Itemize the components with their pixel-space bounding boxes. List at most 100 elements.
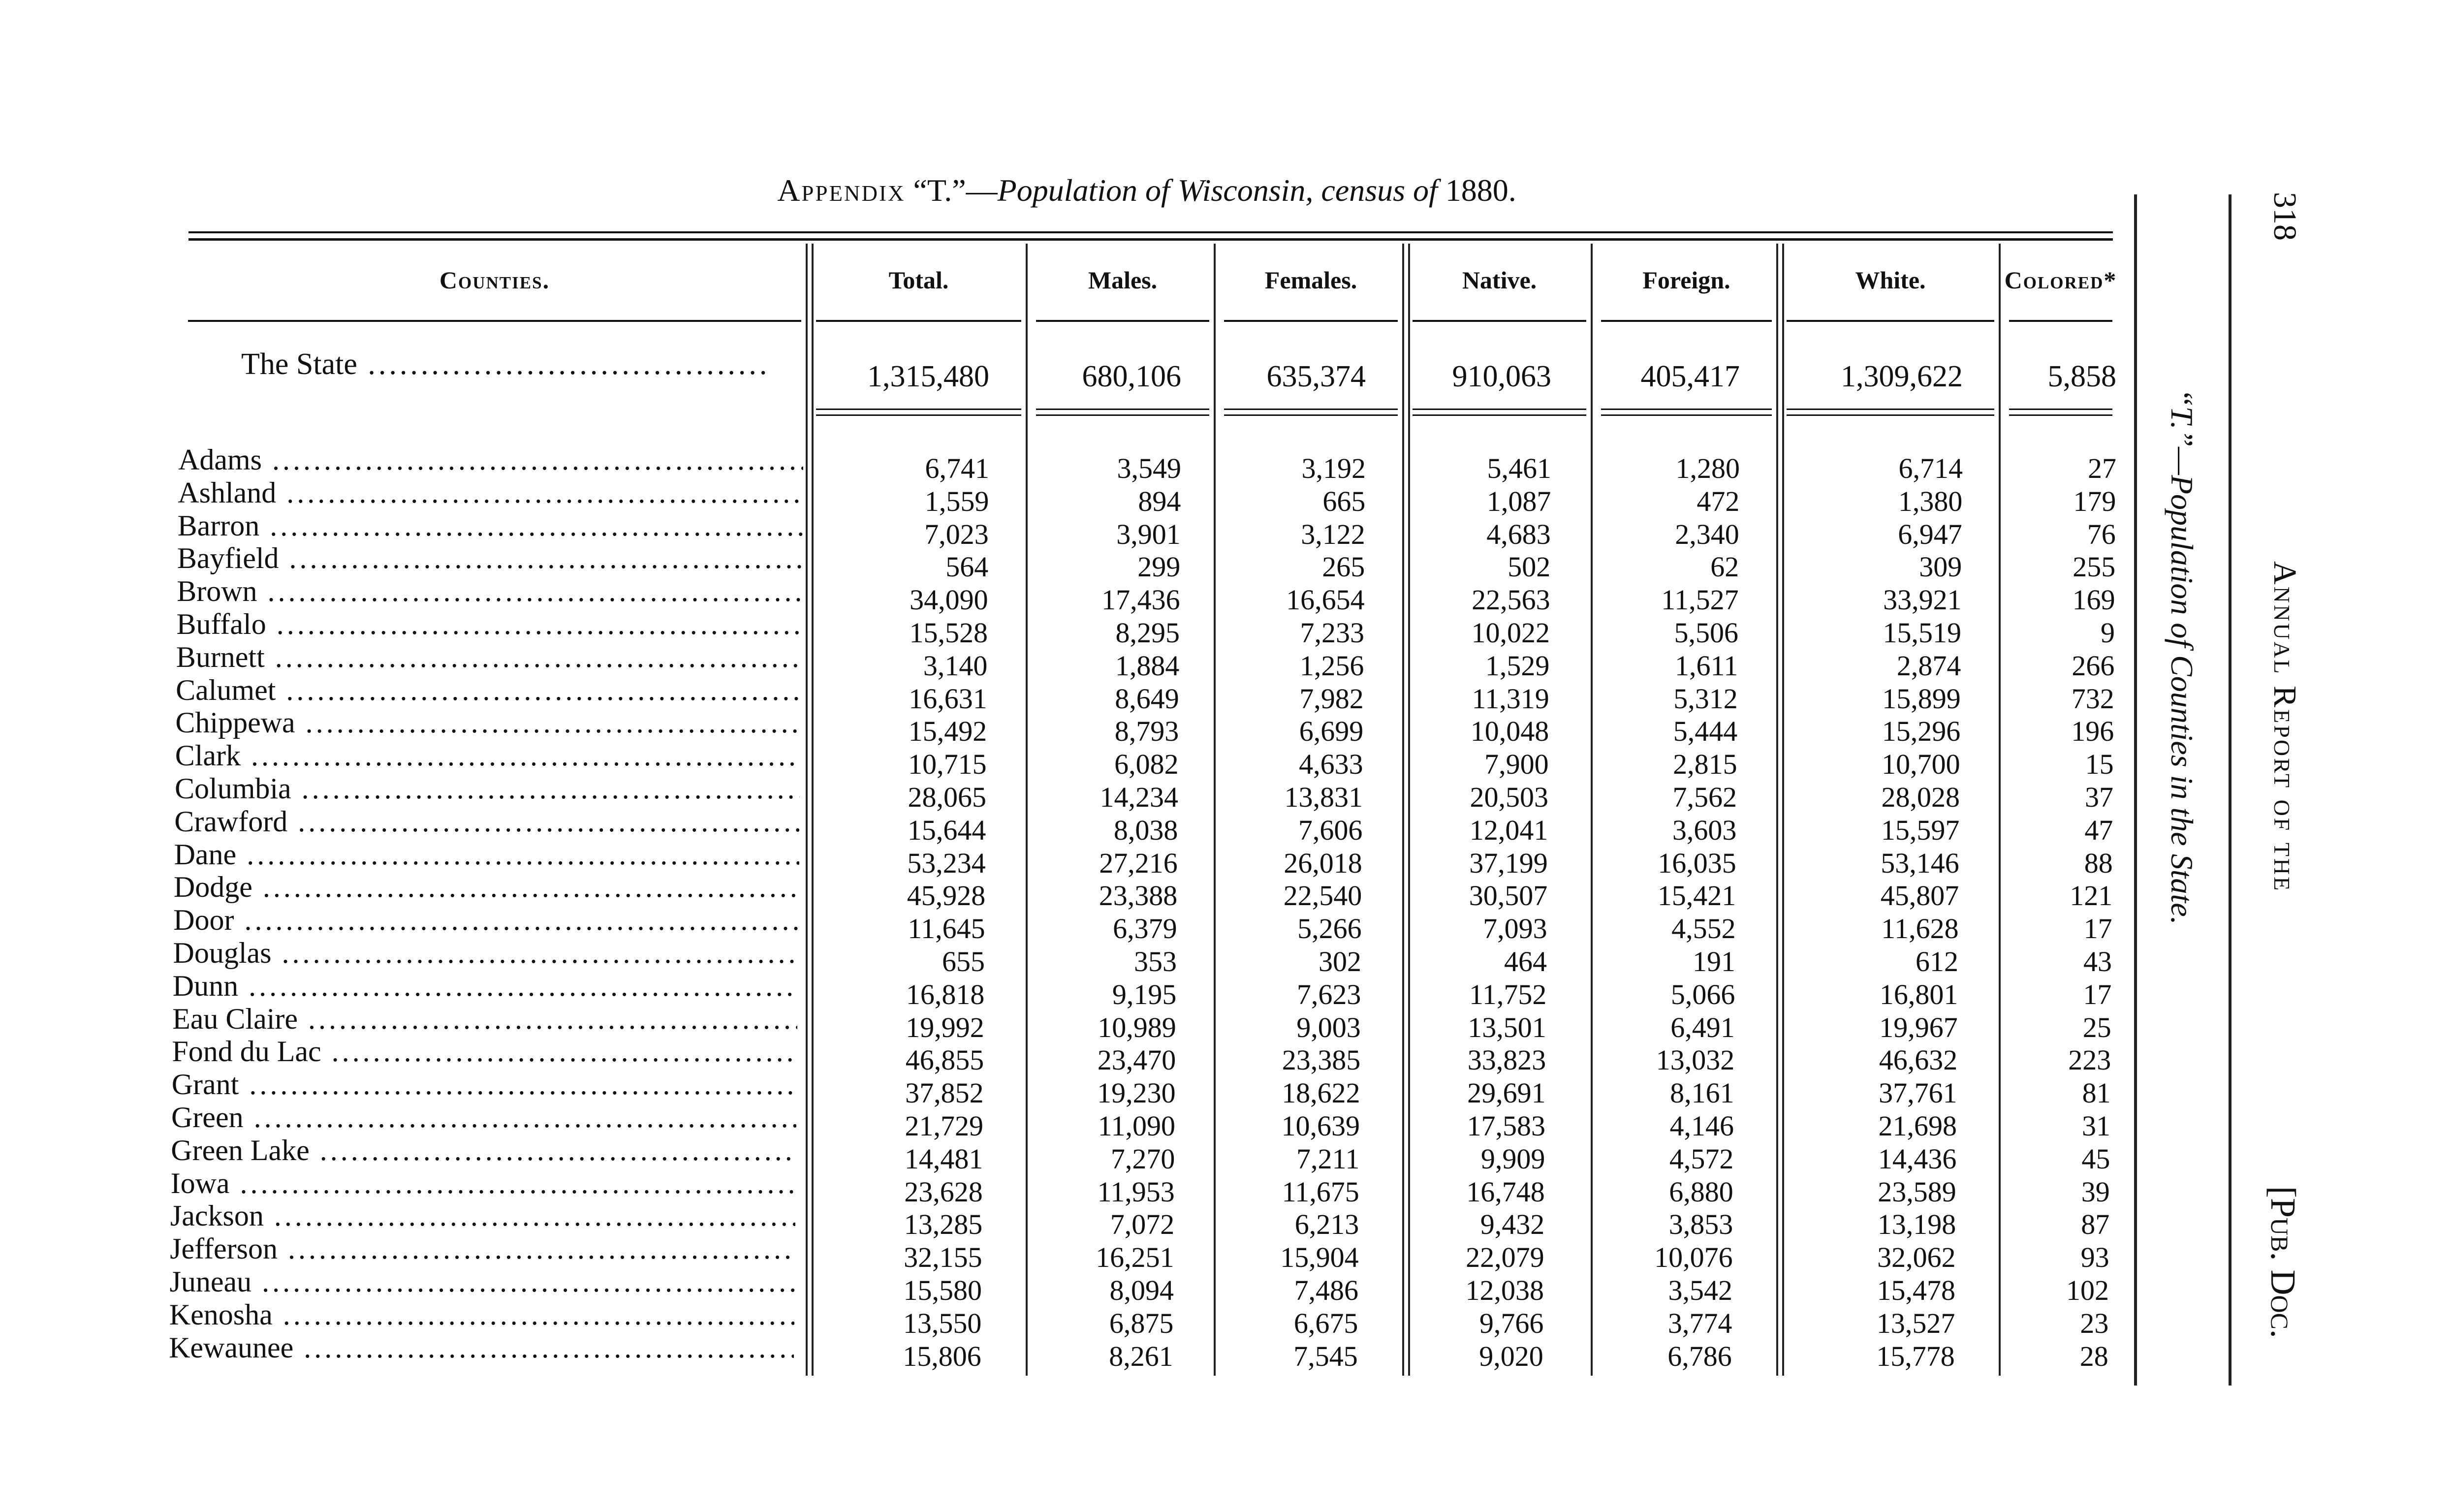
- state-native: 910,063: [1452, 360, 1552, 393]
- county-name: Eau Claire .............................…: [172, 1002, 797, 1035]
- county-name: Green ..................................…: [171, 1101, 796, 1134]
- column-divider: [806, 244, 808, 1376]
- cell-foreign: 15,421: [1657, 880, 1736, 912]
- county-label: Adams: [178, 443, 262, 476]
- cell-total: 15,644: [907, 814, 986, 846]
- county-label: Ashland: [178, 476, 277, 509]
- cell-foreign: 5,506: [1674, 617, 1739, 649]
- cell-total: 16,818: [906, 978, 985, 1010]
- county-label: Crawford: [174, 805, 288, 838]
- cell-males: 9,195: [1112, 978, 1177, 1010]
- state-rule: [1787, 414, 1994, 416]
- cell-colored: 31: [2082, 1110, 2110, 1142]
- cell-white: 15,778: [1876, 1340, 1955, 1372]
- cell-total: 1,559: [924, 485, 989, 517]
- cell-native: 4,683: [1486, 518, 1551, 550]
- county-label: Clark: [175, 739, 241, 772]
- county-label: Grant: [171, 1068, 239, 1101]
- cell-females: 7,982: [1299, 682, 1364, 715]
- cell-total: 21,729: [905, 1110, 984, 1142]
- state-males: 680,106: [1082, 360, 1182, 393]
- cell-total: 11,645: [908, 913, 985, 945]
- header-underline: [1224, 320, 1398, 322]
- county-label: Jefferson: [170, 1232, 278, 1265]
- cell-colored: 169: [2072, 584, 2115, 616]
- cell-foreign: 5,312: [1673, 682, 1738, 715]
- cell-native: 16,748: [1466, 1175, 1545, 1208]
- cell-females: 7,606: [1298, 814, 1363, 846]
- cell-foreign: 4,572: [1669, 1142, 1734, 1175]
- cell-females: 7,233: [1300, 617, 1365, 649]
- cell-white: 1,380: [1898, 485, 1963, 517]
- state-rule: [1036, 409, 1209, 410]
- cell-native: 9,766: [1479, 1307, 1544, 1339]
- running-head-title: Annual Report of the: [2267, 561, 2303, 893]
- state-rule: [1224, 414, 1398, 416]
- header-underline: [1601, 320, 1772, 322]
- cell-foreign: 472: [1697, 485, 1740, 517]
- cell-colored: 9: [2101, 617, 2115, 649]
- county-label: Columbia: [175, 772, 291, 805]
- county-label: Kewaunee: [169, 1331, 294, 1364]
- state-rule: [1601, 409, 1772, 410]
- county-name: Fond du Lac ............................…: [172, 1035, 797, 1068]
- title-mark: “T.”—: [905, 173, 998, 208]
- cell-colored: 255: [2073, 551, 2116, 583]
- header-white: White.: [1855, 266, 1926, 294]
- county-label: Door: [173, 904, 234, 937]
- cell-white: 15,519: [1883, 617, 1962, 649]
- county-name: Bayfield ...............................…: [177, 542, 802, 575]
- county-name: Dane ...................................…: [174, 838, 799, 871]
- cell-native: 9,432: [1480, 1208, 1545, 1241]
- header-total: Total.: [888, 266, 949, 294]
- column-divider: [1408, 244, 1410, 1376]
- cell-total: 53,234: [907, 847, 986, 879]
- cell-foreign: 7,562: [1672, 781, 1737, 813]
- column-divider: [1782, 244, 1784, 1376]
- header-underline: [188, 320, 801, 322]
- county-name: Dunn ...................................…: [172, 969, 798, 1002]
- state-rule: [2009, 414, 2112, 416]
- cell-males: 6,875: [1109, 1307, 1174, 1339]
- cell-white: 21,698: [1878, 1110, 1957, 1142]
- cell-males: 23,388: [1099, 880, 1178, 912]
- cell-foreign: 2,815: [1673, 748, 1737, 781]
- title-italic: Population of Wisconsin, census of: [997, 173, 1438, 208]
- cell-foreign: 6,880: [1669, 1175, 1733, 1208]
- cell-males: 6,082: [1114, 748, 1179, 781]
- cell-white: 53,146: [1881, 847, 1959, 879]
- cell-total: 564: [945, 551, 989, 583]
- cell-females: 7,545: [1293, 1340, 1358, 1372]
- cell-foreign: 1,611: [1675, 649, 1738, 682]
- county-label: Dodge: [173, 871, 252, 904]
- county-label: Burnett: [176, 640, 265, 673]
- county-name: Ashland ................................…: [178, 476, 803, 509]
- county-label: Dunn: [172, 969, 239, 1002]
- cell-foreign: 10,076: [1654, 1241, 1733, 1274]
- county-name: Dodge ..................................…: [173, 871, 799, 904]
- header-colored: Colored*: [2004, 266, 2117, 294]
- county-label: Buffalo: [176, 608, 266, 640]
- cell-colored: 37: [2085, 781, 2113, 813]
- cell-native: 1,529: [1485, 649, 1550, 682]
- county-name: Chippewa ...............................…: [175, 706, 801, 739]
- cell-foreign: 3,542: [1668, 1274, 1733, 1306]
- county-name: Barron .................................…: [177, 509, 803, 542]
- cell-males: 11,090: [1098, 1110, 1175, 1142]
- cell-females: 3,192: [1301, 452, 1366, 484]
- state-rule: [1787, 409, 1994, 410]
- cell-native: 22,079: [1466, 1241, 1544, 1274]
- cell-males: 10,989: [1098, 1011, 1176, 1043]
- cell-total: 7,023: [924, 518, 989, 550]
- cell-white: 2,874: [1896, 649, 1961, 682]
- cell-colored: 23: [2080, 1307, 2109, 1339]
- cell-white: 23,589: [1878, 1175, 1956, 1208]
- cell-foreign: 8,161: [1670, 1077, 1734, 1109]
- page-edge-line: [2134, 194, 2137, 1386]
- county-name: Adams ..................................…: [178, 443, 803, 476]
- county-name: Crawford ...............................…: [174, 805, 799, 838]
- cell-total: 6,741: [925, 452, 990, 484]
- cell-foreign: 3,853: [1668, 1208, 1733, 1241]
- cell-colored: 121: [2070, 880, 2113, 912]
- county-label: Eau Claire: [172, 1002, 298, 1035]
